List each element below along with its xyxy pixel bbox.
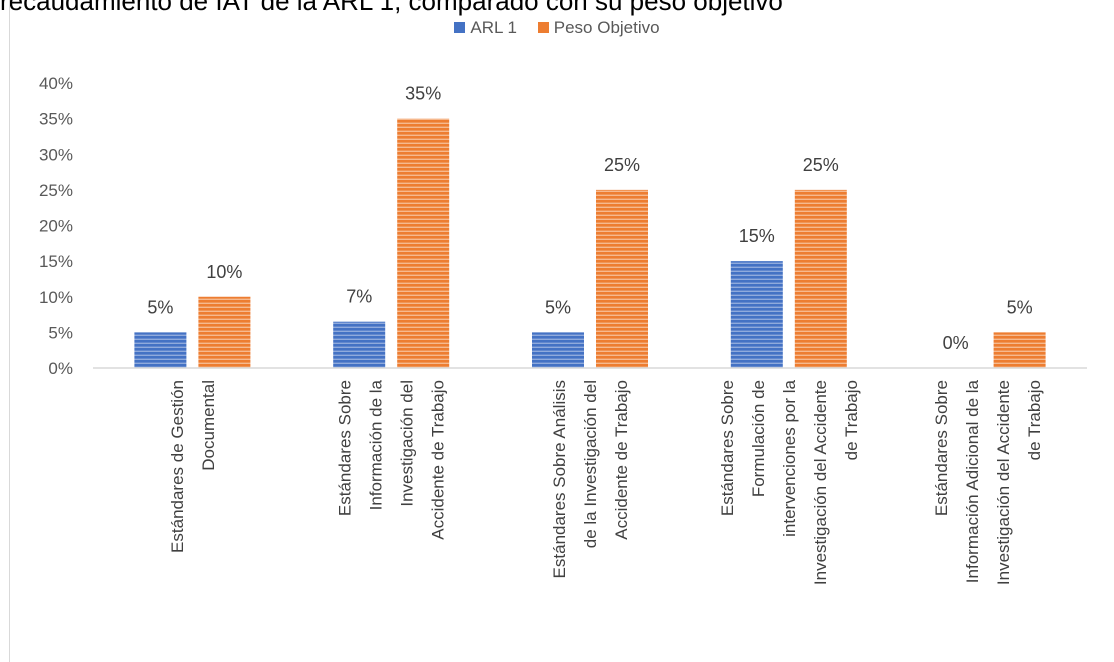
legend: ARL 1 Peso Objetivo (0, 18, 1114, 38)
y-tick-label: 30% (39, 145, 73, 164)
legend-label-arl1: ARL 1 (470, 18, 518, 37)
data-label: 10% (206, 262, 242, 282)
category-label-line: de Trabajo (842, 380, 861, 460)
data-label: 5% (1007, 297, 1033, 317)
data-label: 25% (604, 155, 640, 175)
legend-swatch-peso-objetivo (537, 22, 549, 33)
bar-arl1 (730, 261, 783, 368)
category-label: Estándares Sobre Formulación de intervenci… (718, 379, 861, 585)
chart-border (9, 0, 10, 662)
category-label-line: Formulación de (749, 380, 768, 497)
y-tick-label: 5% (48, 323, 73, 342)
category-label-line: Investigación del Accidente (811, 380, 830, 585)
category-label-line: intervenciones por la (780, 379, 799, 536)
legend-label-peso-objetivo: Peso Objetivo (553, 18, 660, 37)
category-label-line: Investigación del (398, 380, 417, 507)
bar-peso-objetivo (198, 296, 251, 368)
y-tick-label: 25% (39, 181, 73, 200)
category-label-line: Accidente de Trabajo (612, 380, 631, 540)
category-label-line: Estándares de Gestión (168, 380, 187, 553)
bar-peso-objetivo (794, 189, 847, 368)
data-label: 5% (545, 297, 571, 317)
bar-peso-objetivo (596, 189, 648, 368)
chart-title: recaudamiento de IAT de la ARL 1, compar… (0, 0, 783, 16)
category-label-line: Estándares Sobre Análisis (550, 380, 569, 578)
bar-arl1 (134, 332, 187, 368)
category-label: Estándares Sobre Información Adicional de… (932, 379, 1044, 585)
category-label-line: Información Adicional de la (963, 379, 982, 583)
legend-item-arl1: ARL 1 (454, 18, 517, 38)
category-label-line: Información de la (367, 379, 386, 510)
legend-item-peso-objetivo: Peso Objetivo (537, 18, 660, 38)
data-label: 5% (147, 297, 173, 317)
y-tick-label: 35% (39, 110, 73, 129)
data-label: 25% (803, 155, 839, 175)
data-label: 0% (943, 333, 969, 353)
y-tick-label: 40% (39, 74, 73, 93)
category-label-line: de Trabajo (1025, 380, 1044, 460)
y-tick-label: 0% (48, 359, 73, 378)
y-tick-label: 10% (39, 288, 73, 307)
bar-arl1 (532, 332, 584, 368)
y-tick-label: 15% (39, 252, 73, 271)
category-label-line: Accidente de Trabajo (429, 380, 448, 540)
y-tick-label: 20% (39, 217, 73, 236)
bar-peso-objetivo (397, 118, 450, 368)
category-label-line: Estándares Sobre (718, 380, 737, 516)
category-label-line: Documental (199, 380, 218, 471)
category-label: Estándares de Gestión Documental (168, 380, 218, 553)
category-label-line: Estándares Sobre (336, 380, 355, 516)
category-label-line: Investigación del Accidente (994, 380, 1013, 585)
bar-peso-objetivo (993, 332, 1046, 368)
legend-swatch-arl1 (454, 22, 466, 33)
data-label: 35% (405, 84, 441, 104)
data-label: 15% (739, 226, 775, 246)
category-label: Estándares Sobre Información de la Investi… (336, 379, 448, 539)
bar-arl1 (333, 321, 386, 368)
category-label: Estándares Sobre Análisis de la Investiga… (550, 380, 631, 578)
category-label-line: Estándares Sobre (932, 380, 951, 516)
category-label-line: de la Investigación del (581, 380, 600, 548)
data-label: 7% (346, 287, 372, 307)
